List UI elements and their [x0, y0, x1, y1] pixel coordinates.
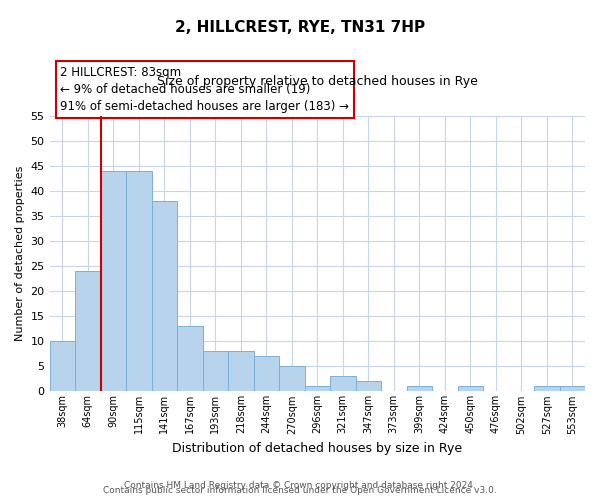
Text: 2, HILLCREST, RYE, TN31 7HP: 2, HILLCREST, RYE, TN31 7HP: [175, 20, 425, 35]
Bar: [330, 376, 356, 392]
Bar: [101, 171, 126, 392]
Text: Contains public sector information licensed under the Open Government Licence v3: Contains public sector information licen…: [103, 486, 497, 495]
Bar: [356, 382, 381, 392]
Bar: [534, 386, 560, 392]
Bar: [177, 326, 203, 392]
Bar: [50, 342, 75, 392]
Bar: [75, 271, 101, 392]
Title: Size of property relative to detached houses in Rye: Size of property relative to detached ho…: [157, 76, 478, 88]
Bar: [458, 386, 483, 392]
Bar: [279, 366, 305, 392]
Y-axis label: Number of detached properties: Number of detached properties: [15, 166, 25, 342]
Bar: [407, 386, 432, 392]
X-axis label: Distribution of detached houses by size in Rye: Distribution of detached houses by size …: [172, 442, 463, 455]
Bar: [305, 386, 330, 392]
Bar: [126, 171, 152, 392]
Bar: [152, 201, 177, 392]
Bar: [203, 352, 228, 392]
Bar: [254, 356, 279, 392]
Bar: [228, 352, 254, 392]
Text: Contains HM Land Registry data © Crown copyright and database right 2024.: Contains HM Land Registry data © Crown c…: [124, 481, 476, 490]
Bar: [560, 386, 585, 392]
Text: 2 HILLCREST: 83sqm
← 9% of detached houses are smaller (19)
91% of semi-detached: 2 HILLCREST: 83sqm ← 9% of detached hous…: [60, 66, 349, 113]
